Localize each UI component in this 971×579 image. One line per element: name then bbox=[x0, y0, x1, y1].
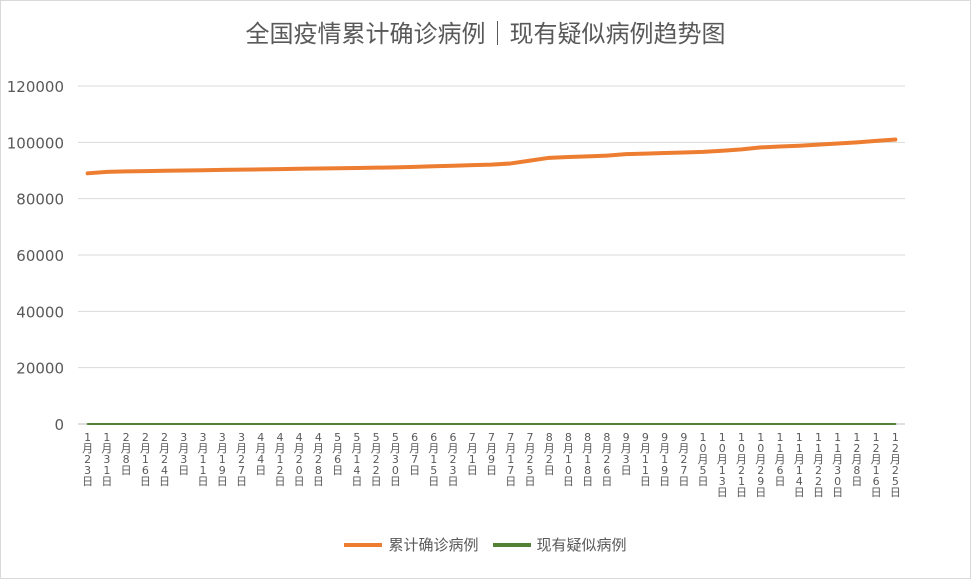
chart-title: 全国疫情累计确诊病例｜现有疑似病例趋势图 bbox=[245, 20, 726, 48]
y-tick-label: 20000 bbox=[16, 360, 64, 378]
legend-label-confirmed: 累计确诊病例 bbox=[388, 536, 479, 554]
legend: 累计确诊病例 现有疑似病例 bbox=[0, 534, 971, 555]
legend-label-suspected: 现有疑似病例 bbox=[536, 536, 627, 554]
y-tick-label: 80000 bbox=[16, 191, 64, 209]
y-tick-label: 120000 bbox=[7, 78, 64, 96]
series-line-confirmed bbox=[85, 137, 898, 176]
y-tick-label: 60000 bbox=[16, 247, 64, 265]
y-tick-label: 0 bbox=[54, 416, 64, 434]
legend-swatch-suspected bbox=[492, 542, 531, 547]
legend-item-suspected[interactable]: 现有疑似病例 bbox=[492, 534, 627, 555]
y-tick-label: 100000 bbox=[7, 134, 64, 152]
legend-swatch-confirmed bbox=[344, 542, 383, 547]
legend-item-confirmed[interactable]: 累计确诊病例 bbox=[344, 534, 479, 555]
y-tick-label: 40000 bbox=[16, 303, 64, 321]
